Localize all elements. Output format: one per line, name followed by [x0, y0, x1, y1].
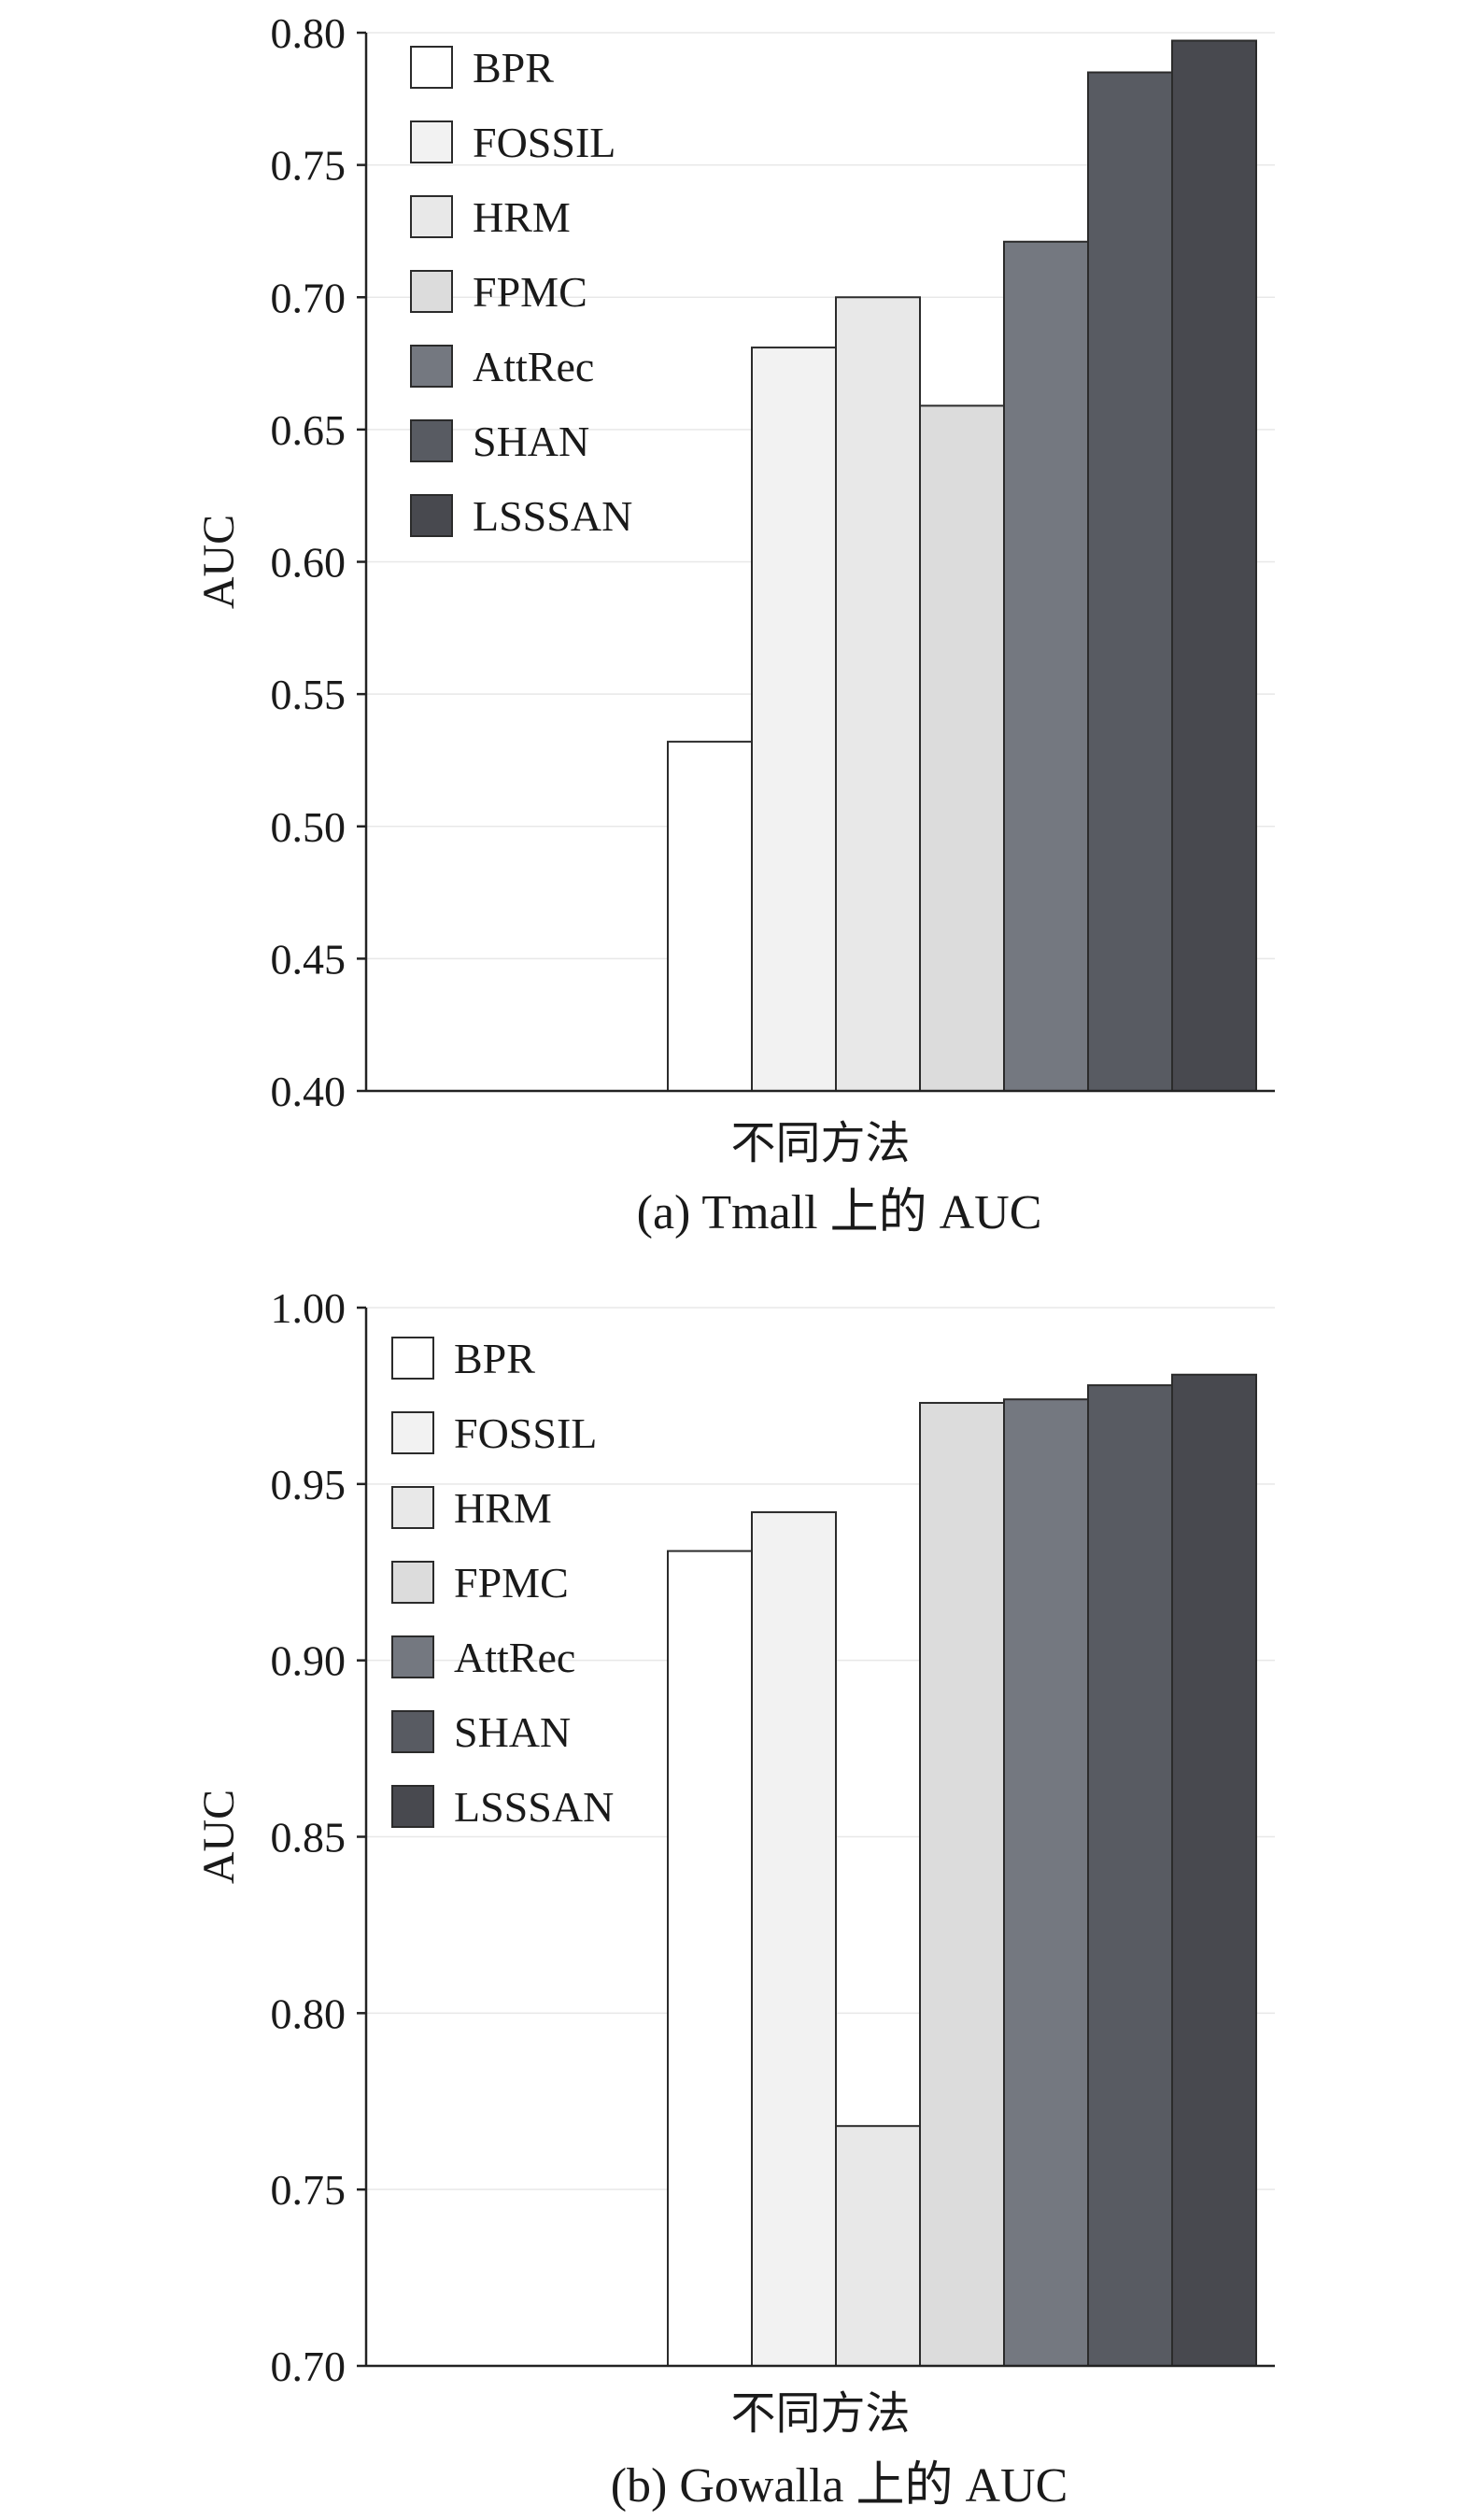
- x-axis-title: 不同方法: [730, 1119, 910, 1168]
- legend-swatch-shan: [410, 419, 453, 462]
- figure-caption: (a) Tmall 上的 AUC: [637, 1186, 1042, 1239]
- y-axis-title: AUC: [194, 515, 244, 609]
- legend-label-shan: SHAN: [454, 1708, 571, 1756]
- legend-swatch-shan: [391, 1710, 434, 1753]
- y-tick-label: 1.00: [271, 1284, 347, 1332]
- legend-label-fossil: FOSSIL: [473, 119, 615, 166]
- bar-lsssan: [1171, 1373, 1257, 2367]
- chart-gowalla-auc: 0.70 0.75 0.80 0.85 0.90 0.95 1.00 BPR FOSSIL HRM…: [194, 1284, 1275, 2513]
- y-tick-label: 0.85: [271, 1814, 347, 1862]
- legend-label-lsssan: LSSSAN: [473, 492, 632, 540]
- legend-label-attrec: AttRec: [454, 1634, 575, 1681]
- legend-swatch-attrec: [410, 345, 453, 388]
- y-tick-label: 0.50: [271, 803, 347, 851]
- legend-label-lsssan: LSSSAN: [454, 1783, 614, 1831]
- legend-swatch-bpr: [391, 1337, 434, 1380]
- y-tick-label: 0.55: [271, 671, 347, 718]
- legend-label-fpmc: FPMC: [454, 1559, 569, 1607]
- y-tick-label: 0.65: [271, 406, 347, 454]
- bar-bpr: [667, 1550, 753, 2367]
- y-tick-label: 0.70: [271, 2343, 347, 2390]
- bar-attrec: [1003, 240, 1089, 1092]
- legend-swatch-bpr: [410, 46, 453, 89]
- legend-swatch-hrm: [410, 195, 453, 238]
- legend-swatch-fossil: [391, 1411, 434, 1454]
- y-tick-label: 0.60: [271, 539, 347, 587]
- legend-swatch-fpmc: [391, 1561, 434, 1604]
- bar-shan: [1087, 1384, 1173, 2367]
- chart-tmall-auc: 0.40 0.45 0.50 0.55 0.60 0.65 0.70 0.75 0.80 BPR F…: [194, 9, 1275, 1239]
- y-tick-label: 0.80: [271, 1989, 347, 2037]
- legend-label-fossil: FOSSIL: [454, 1409, 597, 1457]
- legend-swatch-fpmc: [410, 270, 453, 313]
- legend-swatch-hrm: [391, 1486, 434, 1529]
- legend-label-attrec: AttRec: [473, 343, 594, 390]
- legend-label-hrm: HRM: [454, 1484, 552, 1532]
- bar-hrm: [835, 296, 921, 1092]
- legend-label-fpmc: FPMC: [473, 268, 587, 316]
- figure-caption: (b) Gowalla 上的 AUC: [611, 2459, 1068, 2513]
- y-tick-label: 0.45: [271, 935, 347, 983]
- y-tick-label: 0.75: [271, 2166, 347, 2214]
- y-axis-title: AUC: [194, 1790, 244, 1884]
- legend-label-shan: SHAN: [473, 418, 589, 465]
- bar-fpmc: [919, 1401, 1005, 2367]
- bar-shan: [1087, 71, 1173, 1092]
- bar-hrm: [835, 2125, 921, 2368]
- y-tick-label: 0.70: [271, 274, 347, 321]
- bar-lsssan: [1171, 39, 1257, 1092]
- legend-label-hrm: HRM: [473, 193, 571, 241]
- y-tick-label: 0.40: [271, 1068, 347, 1115]
- legend-swatch-lsssan: [410, 494, 453, 537]
- bar-attrec: [1003, 1398, 1089, 2367]
- bar-fossil: [751, 347, 837, 1092]
- y-tick-label: 0.90: [271, 1637, 347, 1685]
- y-tick-label: 0.80: [271, 9, 347, 57]
- bar-bpr: [667, 741, 753, 1092]
- x-axis-title: 不同方法: [730, 2389, 910, 2439]
- y-tick-label: 0.75: [271, 142, 347, 190]
- legend-label-bpr: BPR: [473, 44, 554, 92]
- legend-swatch-lsssan: [391, 1785, 434, 1828]
- bar-fpmc: [919, 404, 1005, 1092]
- legend-swatch-fossil: [410, 120, 453, 163]
- legend-swatch-attrec: [391, 1635, 434, 1678]
- y-tick-label: 0.95: [271, 1461, 347, 1508]
- bar-fossil: [751, 1511, 837, 2367]
- legend-label-bpr: BPR: [454, 1335, 535, 1382]
